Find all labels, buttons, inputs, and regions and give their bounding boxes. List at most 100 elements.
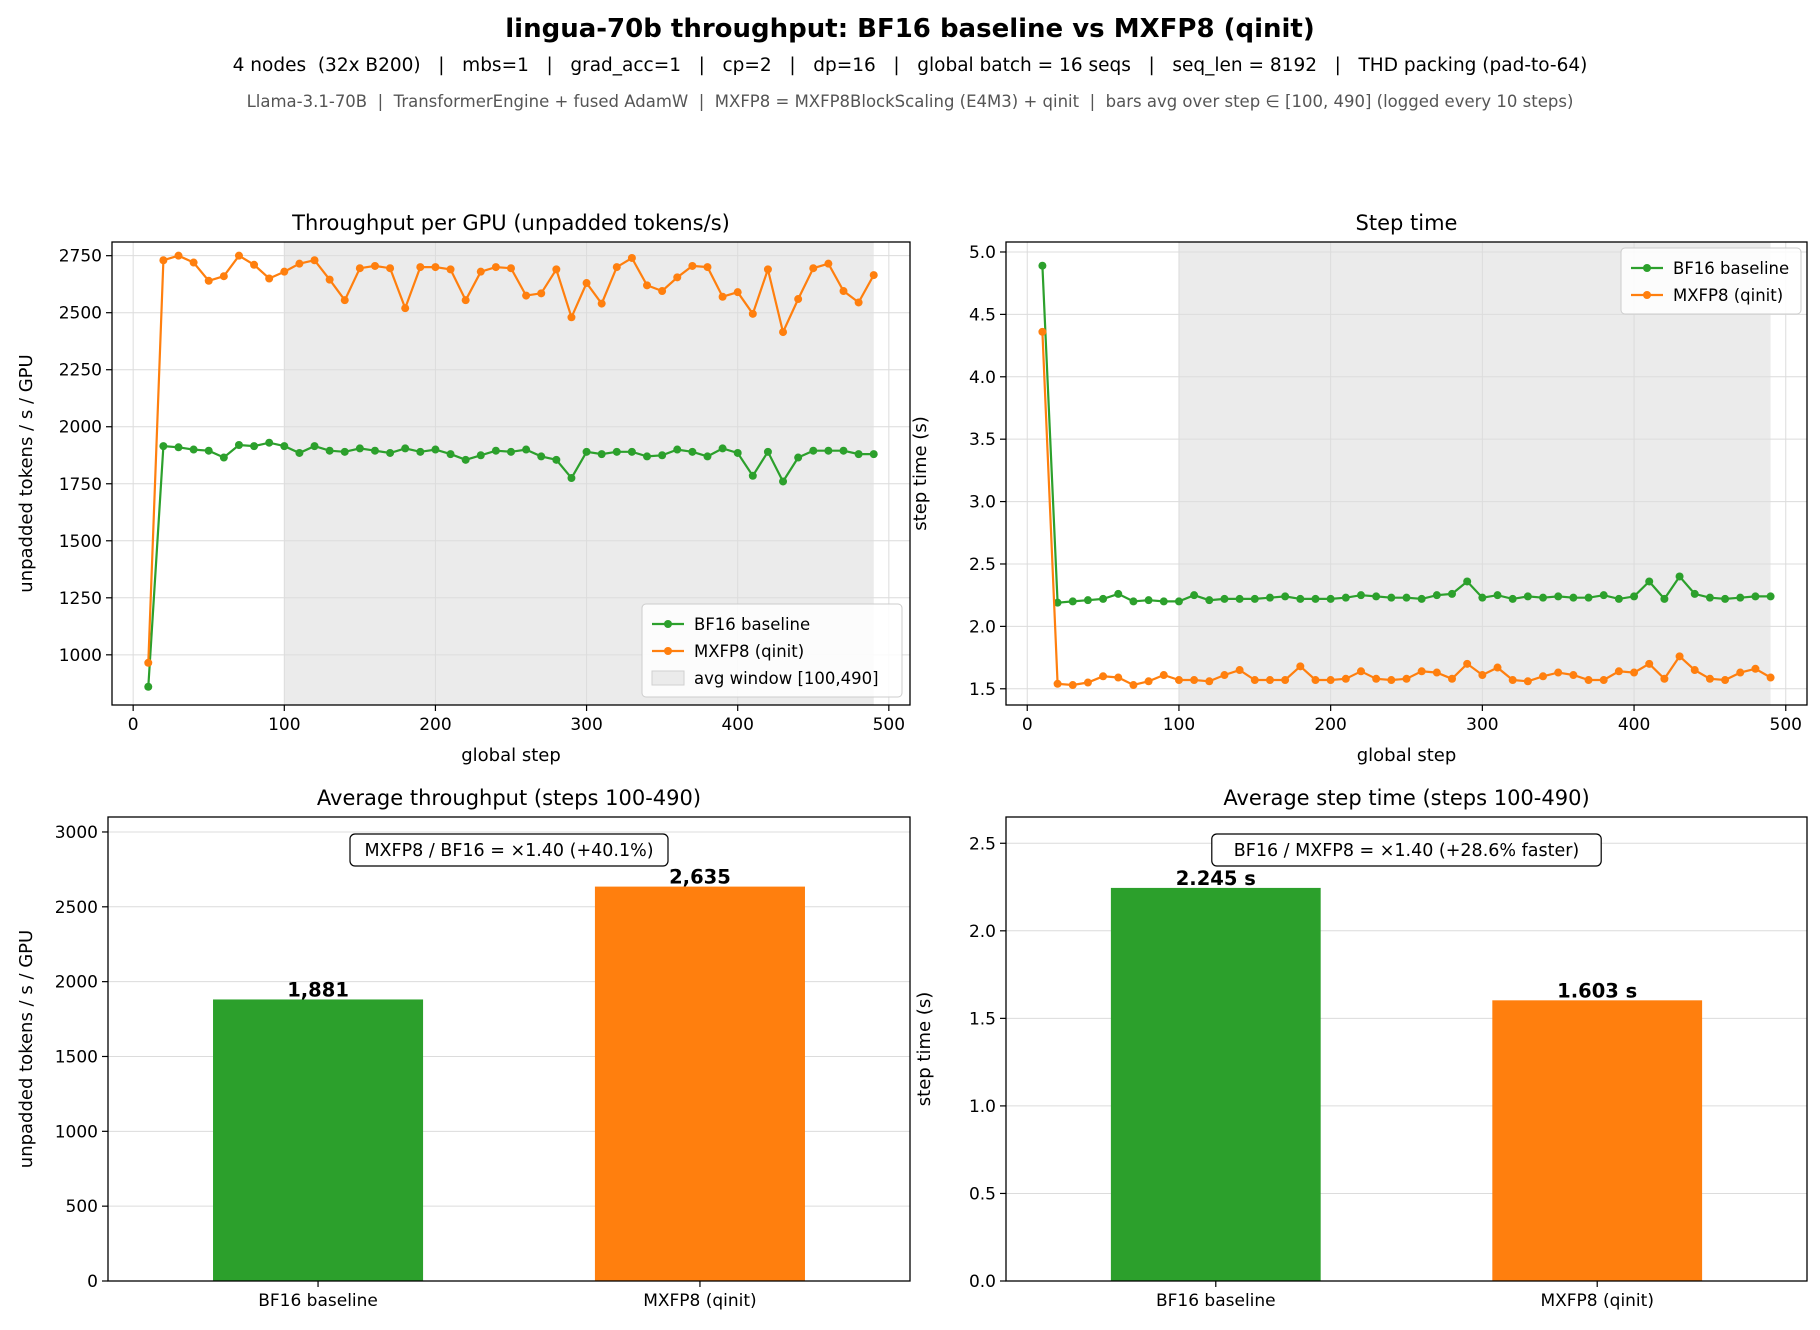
data-point: [658, 451, 667, 460]
data-point: [597, 299, 606, 308]
data-point: [280, 267, 289, 276]
data-point: [355, 264, 364, 273]
data-point: [582, 447, 591, 456]
data-point: [1736, 593, 1745, 602]
figure-subtitle-details: Llama-3.1-70B | TransformerEngine + fuse…: [246, 92, 1574, 111]
data-point: [522, 291, 531, 300]
data-point: [1448, 589, 1457, 598]
data-point: [658, 287, 667, 296]
legend-label: MXFP8 (qinit): [694, 642, 804, 661]
data-point: [824, 259, 833, 268]
data-point: [1068, 681, 1077, 690]
data-point: [401, 444, 410, 453]
data-point: [1038, 261, 1047, 270]
data-point: [1159, 671, 1168, 680]
y-tick-label: 1.5: [969, 1009, 996, 1029]
ratio-annotation: BF16 / MXFP8 = ×1.40 (+28.6% faster): [1234, 841, 1579, 861]
x-tick-label: MXFP8 (qinit): [1540, 1291, 1654, 1311]
y-tick-label: 500: [66, 1197, 98, 1217]
data-point: [627, 447, 636, 456]
data-point: [1630, 592, 1639, 601]
chart-title: Step time: [1356, 211, 1458, 235]
data-point: [582, 279, 591, 288]
data-point: [779, 328, 788, 337]
data-point: [1539, 593, 1548, 602]
data-point: [416, 447, 425, 456]
data-point: [1372, 674, 1381, 683]
legend-label: BF16 baseline: [1673, 259, 1789, 278]
data-point: [431, 445, 440, 454]
data-point: [1660, 674, 1669, 683]
data-point: [1569, 593, 1578, 602]
bar-value-label: 2,635: [669, 866, 731, 889]
data-point: [1311, 594, 1320, 603]
y-axis-label: unpadded tokens / s / GPU: [16, 354, 37, 592]
data-point: [1675, 652, 1684, 661]
data-point: [325, 275, 334, 284]
data-point: [1326, 676, 1335, 685]
y-tick-label: 1500: [59, 532, 102, 552]
data-point: [1554, 592, 1563, 601]
data-point: [1523, 677, 1532, 686]
data-point: [1402, 674, 1411, 683]
data-point: [763, 447, 772, 456]
x-axis-label: global step: [461, 745, 561, 766]
data-point: [1372, 592, 1381, 601]
legend-patch-swatch: [651, 670, 685, 686]
y-tick-label: 2750: [59, 247, 102, 267]
data-point: [1296, 662, 1305, 671]
data-point: [703, 263, 712, 272]
data-point: [1523, 592, 1532, 601]
data-point: [748, 309, 757, 318]
data-point: [567, 474, 576, 483]
data-point: [824, 446, 833, 455]
y-axis-label: unpadded tokens / s / GPU: [16, 930, 37, 1168]
data-point: [1432, 591, 1441, 600]
data-point: [280, 442, 289, 451]
data-point: [1341, 674, 1350, 683]
data-point: [310, 256, 319, 265]
data-point: [219, 453, 228, 462]
data-point: [1463, 659, 1472, 668]
data-point: [1751, 664, 1760, 673]
data-point: [250, 442, 259, 451]
legend-box: [641, 603, 903, 698]
data-point: [1220, 671, 1229, 680]
data-point: [1265, 676, 1274, 685]
data-point: [204, 276, 213, 285]
data-point: [355, 444, 364, 453]
y-tick-label: 2500: [55, 898, 98, 918]
y-tick-label: 3000: [55, 823, 98, 843]
data-point: [1281, 592, 1290, 601]
y-tick-label: 1750: [59, 475, 102, 495]
x-tick-label: 100: [1163, 715, 1195, 735]
data-point: [1356, 591, 1365, 600]
data-point: [779, 477, 788, 486]
data-point: [1265, 593, 1274, 602]
data-point: [1645, 659, 1654, 668]
data-point: [1235, 594, 1244, 603]
data-point: [733, 448, 742, 457]
data-point: [537, 289, 546, 298]
data-point: [431, 263, 440, 272]
data-point: [537, 452, 546, 461]
data-point: [794, 295, 803, 304]
data-point: [491, 446, 500, 455]
data-point: [1614, 667, 1623, 676]
data-point: [1569, 671, 1578, 680]
x-axis-label: global step: [1357, 745, 1457, 766]
x-tick-label: BF16 baseline: [1156, 1291, 1276, 1311]
data-point: [763, 265, 772, 274]
figure-subtitle: 4 nodes (32x B200) | mbs=1 | grad_acc=1 …: [232, 55, 1588, 76]
data-point: [446, 265, 455, 274]
data-point: [1387, 676, 1396, 685]
bar: [594, 886, 805, 1281]
data-point: [1205, 677, 1214, 686]
y-tick-label: 1.5: [969, 680, 996, 700]
data-point: [1038, 327, 1047, 336]
y-tick-label: 3.5: [969, 430, 996, 450]
data-point: [189, 258, 198, 267]
data-point: [1751, 592, 1760, 601]
x-tick-label: 300: [570, 715, 602, 735]
